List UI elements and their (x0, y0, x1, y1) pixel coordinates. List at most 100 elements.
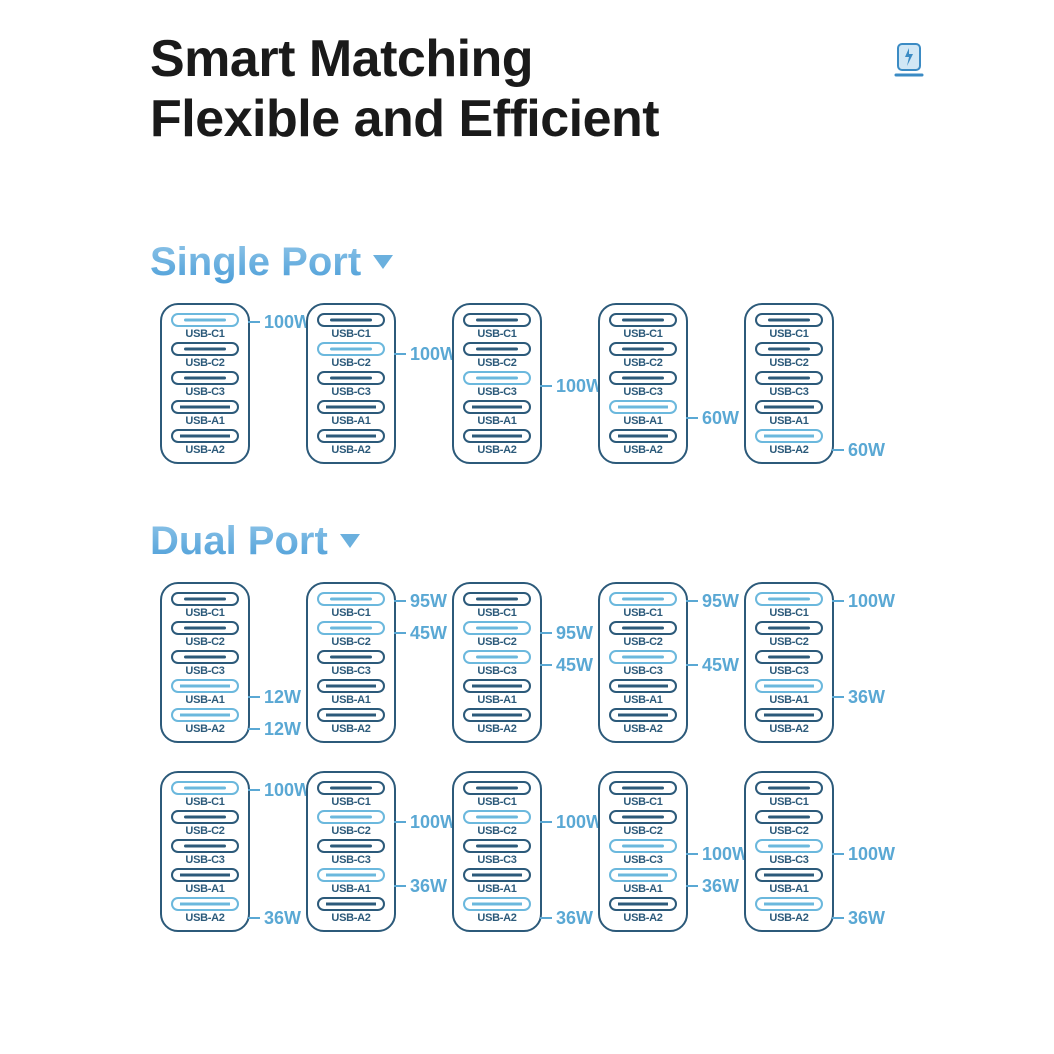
port-label: USB-C3 (623, 386, 662, 398)
port-label: USB-C2 (623, 825, 662, 837)
port-group: USB-A2 (609, 429, 677, 458)
port-label: USB-C1 (477, 796, 516, 808)
callout-dash (832, 600, 844, 602)
port-group: USB-C1 (463, 781, 531, 810)
port-usb-c2 (317, 810, 385, 824)
port-label: USB-C3 (477, 665, 516, 677)
chevron-down-icon (340, 534, 360, 548)
port-usb-c2 (609, 342, 677, 356)
port-usb-c3 (171, 650, 239, 664)
port-group: USB-A2 (755, 897, 823, 926)
port-label: USB-A2 (769, 444, 808, 456)
watt-value: 100W (410, 344, 457, 365)
port-label: USB-C1 (623, 796, 662, 808)
watt-callout: 100W (832, 844, 895, 865)
port-group: USB-C3 (609, 839, 677, 868)
port-usb-c1 (609, 781, 677, 795)
port-label: USB-A1 (185, 694, 224, 706)
port-group: USB-C3 (755, 650, 823, 679)
charger-body: USB-C1USB-C2USB-C3USB-A1USB-A2 (744, 582, 834, 743)
port-usb-a1 (317, 400, 385, 414)
charger-diagram: USB-C1USB-C2USB-C3USB-A1USB-A295W45W (598, 582, 688, 743)
port-group: USB-C1 (171, 592, 239, 621)
watt-value: 45W (556, 655, 593, 676)
charger-body: USB-C1USB-C2USB-C3USB-A1USB-A2 (160, 582, 250, 743)
port-group: USB-A1 (317, 400, 385, 429)
watt-callout: 60W (832, 440, 885, 461)
port-label: USB-A2 (331, 912, 370, 924)
port-usb-c3 (171, 839, 239, 853)
port-usb-c3 (755, 839, 823, 853)
charger-body: USB-C1USB-C2USB-C3USB-A1USB-A2 (306, 771, 396, 932)
chevron-down-icon (373, 255, 393, 269)
port-usb-c2 (317, 621, 385, 635)
watt-callout: 36W (540, 908, 593, 929)
callout-dash (248, 321, 260, 323)
port-group: USB-C2 (463, 621, 531, 650)
callout-dash (394, 821, 406, 823)
port-group: USB-A1 (609, 679, 677, 708)
port-label: USB-A2 (331, 723, 370, 735)
port-label: USB-C1 (477, 328, 516, 340)
port-label: USB-C2 (331, 825, 370, 837)
watt-value: 100W (848, 591, 895, 612)
callout-dash (248, 728, 260, 730)
port-group: USB-A1 (755, 868, 823, 897)
callout-dash (248, 789, 260, 791)
watt-value: 36W (556, 908, 593, 929)
port-usb-c3 (609, 839, 677, 853)
section-title-text: Dual Port (150, 519, 328, 564)
port-group: USB-C1 (171, 313, 239, 342)
port-label: USB-C2 (185, 636, 224, 648)
port-label: USB-A2 (477, 723, 516, 735)
port-label: USB-C2 (477, 357, 516, 369)
port-group: USB-A2 (171, 897, 239, 926)
port-usb-a1 (755, 679, 823, 693)
watt-callout: 100W (832, 591, 895, 612)
port-label: USB-A1 (769, 694, 808, 706)
port-label: USB-C3 (769, 854, 808, 866)
port-usb-c1 (463, 592, 531, 606)
port-group: USB-C3 (609, 371, 677, 400)
port-label: USB-A1 (331, 883, 370, 895)
charger-diagram: USB-C1USB-C2USB-C3USB-A1USB-A2100W (160, 303, 250, 464)
port-label: USB-C1 (623, 607, 662, 619)
port-usb-a1 (171, 679, 239, 693)
port-group: USB-C1 (317, 313, 385, 342)
port-usb-c2 (463, 621, 531, 635)
port-label: USB-C3 (623, 854, 662, 866)
port-label: USB-C1 (185, 796, 224, 808)
port-usb-c2 (755, 621, 823, 635)
port-group: USB-C2 (317, 621, 385, 650)
section-title-text: Single Port (150, 240, 361, 285)
port-label: USB-A2 (769, 912, 808, 924)
watt-callout: 36W (686, 876, 739, 897)
port-label: USB-C3 (331, 386, 370, 398)
port-group: USB-C2 (609, 810, 677, 839)
port-group: USB-A1 (463, 679, 531, 708)
port-usb-a1 (463, 400, 531, 414)
port-label: USB-A1 (477, 415, 516, 427)
port-label: USB-A2 (477, 912, 516, 924)
callout-dash (686, 853, 698, 855)
callout-dash (394, 632, 406, 634)
port-group: USB-A1 (171, 868, 239, 897)
watt-value: 95W (556, 623, 593, 644)
port-usb-c3 (463, 371, 531, 385)
port-usb-c1 (755, 592, 823, 606)
port-label: USB-A2 (185, 444, 224, 456)
port-usb-a2 (755, 708, 823, 722)
section-title-single-port: Single Port (150, 240, 393, 285)
callout-dash (686, 885, 698, 887)
port-group: USB-A2 (755, 429, 823, 458)
port-group: USB-C2 (317, 810, 385, 839)
port-label: USB-C2 (185, 825, 224, 837)
port-usb-a1 (317, 868, 385, 882)
port-usb-c2 (317, 342, 385, 356)
port-usb-c3 (463, 650, 531, 664)
charger-body: USB-C1USB-C2USB-C3USB-A1USB-A2 (160, 303, 250, 464)
port-usb-a2 (755, 897, 823, 911)
charger-body: USB-C1USB-C2USB-C3USB-A1USB-A2 (452, 771, 542, 932)
watt-value: 45W (410, 623, 447, 644)
port-usb-a1 (171, 400, 239, 414)
